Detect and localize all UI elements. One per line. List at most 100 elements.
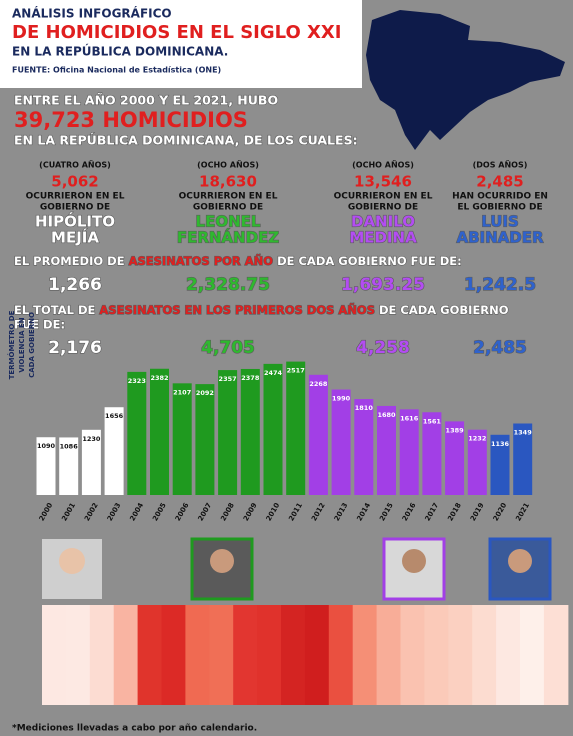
value-label: 2474 <box>264 369 283 377</box>
header-box <box>0 0 362 88</box>
average-heading: EL PROMEDIO DE ASESINATOS POR AÑO DE CAD… <box>14 253 462 268</box>
gov-name: DANILO <box>351 213 415 231</box>
heat-cell <box>257 605 282 705</box>
average: 2,328.75 <box>186 275 270 295</box>
gov-name: ABINADER <box>456 229 543 247</box>
heat-cell <box>209 605 234 705</box>
intro-line: ENTRE EL AÑO 2000 Y EL 2021, HUBO <box>14 93 278 108</box>
gov-total: 2,485 <box>476 173 523 191</box>
value-label: 1230 <box>82 435 101 443</box>
heat-cell <box>89 605 115 705</box>
heat-cell <box>137 605 163 705</box>
gov-text: OCURRIERON EN EL <box>334 192 433 202</box>
value-label: 2357 <box>219 375 237 383</box>
gov-name: HIPÓLITO <box>35 212 115 231</box>
period: (CUATRO AÑOS) <box>39 160 111 170</box>
heat-cell <box>520 605 545 705</box>
value-label: 1680 <box>377 411 396 419</box>
period: (OCHO AÑOS) <box>197 160 259 170</box>
value-label: 1810 <box>355 404 374 412</box>
bar <box>513 423 533 495</box>
gov-text: EL GOBIERNO DE <box>457 203 542 213</box>
bar <box>240 368 260 495</box>
heat-cell <box>161 605 186 705</box>
heat-cell <box>328 605 354 705</box>
gov-total: 5,062 <box>51 173 98 191</box>
kicker: ANÁLISIS INFOGRÁFICO <box>12 6 172 21</box>
period: (OCHO AÑOS) <box>352 160 414 170</box>
bar <box>172 383 192 495</box>
average: 1,266 <box>48 275 102 295</box>
average: 1,693.25 <box>341 275 425 295</box>
heat-cell <box>400 605 425 705</box>
heatmap-label: CADA GOBIERNO <box>28 312 36 378</box>
heat-cell <box>496 605 521 705</box>
gov-name: MEJÍA <box>51 228 99 247</box>
map <box>366 10 565 150</box>
gov-name: LUIS <box>481 213 519 231</box>
heat-cell <box>42 605 67 705</box>
header-line: EN LA REPÚBLICA DOMINICANA. <box>12 44 228 59</box>
intro-total: 39,723 HOMICIDIOS <box>14 108 248 132</box>
bar <box>490 434 510 495</box>
gov-text: GOBIERNO DE <box>193 203 263 213</box>
photo <box>382 537 446 601</box>
total-heading: FUE DE: <box>14 318 65 332</box>
value-label: 1389 <box>446 426 465 434</box>
heat-cell <box>448 605 473 705</box>
heat-cell <box>424 605 449 705</box>
title: DE HOMICIDIOS EN EL SIGLO XXI <box>12 22 342 43</box>
footnote: *Mediciones llevadas a cabo por año cale… <box>12 724 257 734</box>
gov-name: FERNÁNDEZ <box>177 228 279 247</box>
gov-name: LEONEL <box>196 213 261 231</box>
heat-cell <box>65 605 91 705</box>
photo-face <box>210 549 234 573</box>
first-two: 2,485 <box>473 338 527 358</box>
value-label: 1616 <box>400 414 419 422</box>
heat-cell <box>543 605 569 705</box>
value-label: 2107 <box>173 388 191 396</box>
first-two: 4,705 <box>201 338 255 358</box>
gov-total: 18,630 <box>199 173 257 191</box>
heat-cell <box>472 605 497 705</box>
bar <box>104 407 124 495</box>
value-label: 2092 <box>196 389 214 397</box>
bar <box>467 429 487 495</box>
first-two: 2,176 <box>48 338 102 358</box>
heat-cell <box>352 605 378 705</box>
value-label: 1656 <box>105 412 124 420</box>
photo-face <box>59 548 85 574</box>
bar <box>377 405 396 495</box>
gov-text: OCURRIERON EN EL <box>179 192 278 202</box>
bar <box>195 384 215 495</box>
gov-text: GOBIERNO DE <box>348 203 418 213</box>
value-label: 2517 <box>287 367 305 375</box>
bar <box>445 421 465 495</box>
bar <box>399 409 419 495</box>
heat-cell <box>113 605 139 705</box>
value-label: 2323 <box>128 377 146 385</box>
gov-name: MEDINA <box>349 229 417 247</box>
heat-cell <box>304 605 330 705</box>
value-label: 1561 <box>423 417 442 425</box>
bar <box>59 437 79 495</box>
value-label: 2268 <box>309 380 328 388</box>
intro-line: EN LA REPÚBLICA DOMINICANA, DE LOS CUALE… <box>14 133 358 148</box>
bar <box>36 437 56 495</box>
value-label: 1349 <box>514 429 533 437</box>
heat-cell <box>185 605 210 705</box>
total-heading: EL TOTAL DE ASESINATOS EN LOS PRIMEROS D… <box>14 302 509 317</box>
first-two: 4,258 <box>356 338 410 358</box>
bar <box>127 371 147 495</box>
bar <box>308 374 328 495</box>
heatmap-label: TERMÓMETRO DE <box>7 310 16 379</box>
value-label: 2378 <box>241 374 260 382</box>
value-label: 2382 <box>150 374 168 382</box>
gov-text: OCURRIERON EN EL <box>26 192 125 202</box>
bar <box>422 412 442 495</box>
average: 1,242.5 <box>464 275 536 295</box>
value-label: 1090 <box>37 442 56 450</box>
bar <box>263 363 283 495</box>
value-label: 1086 <box>60 442 79 450</box>
